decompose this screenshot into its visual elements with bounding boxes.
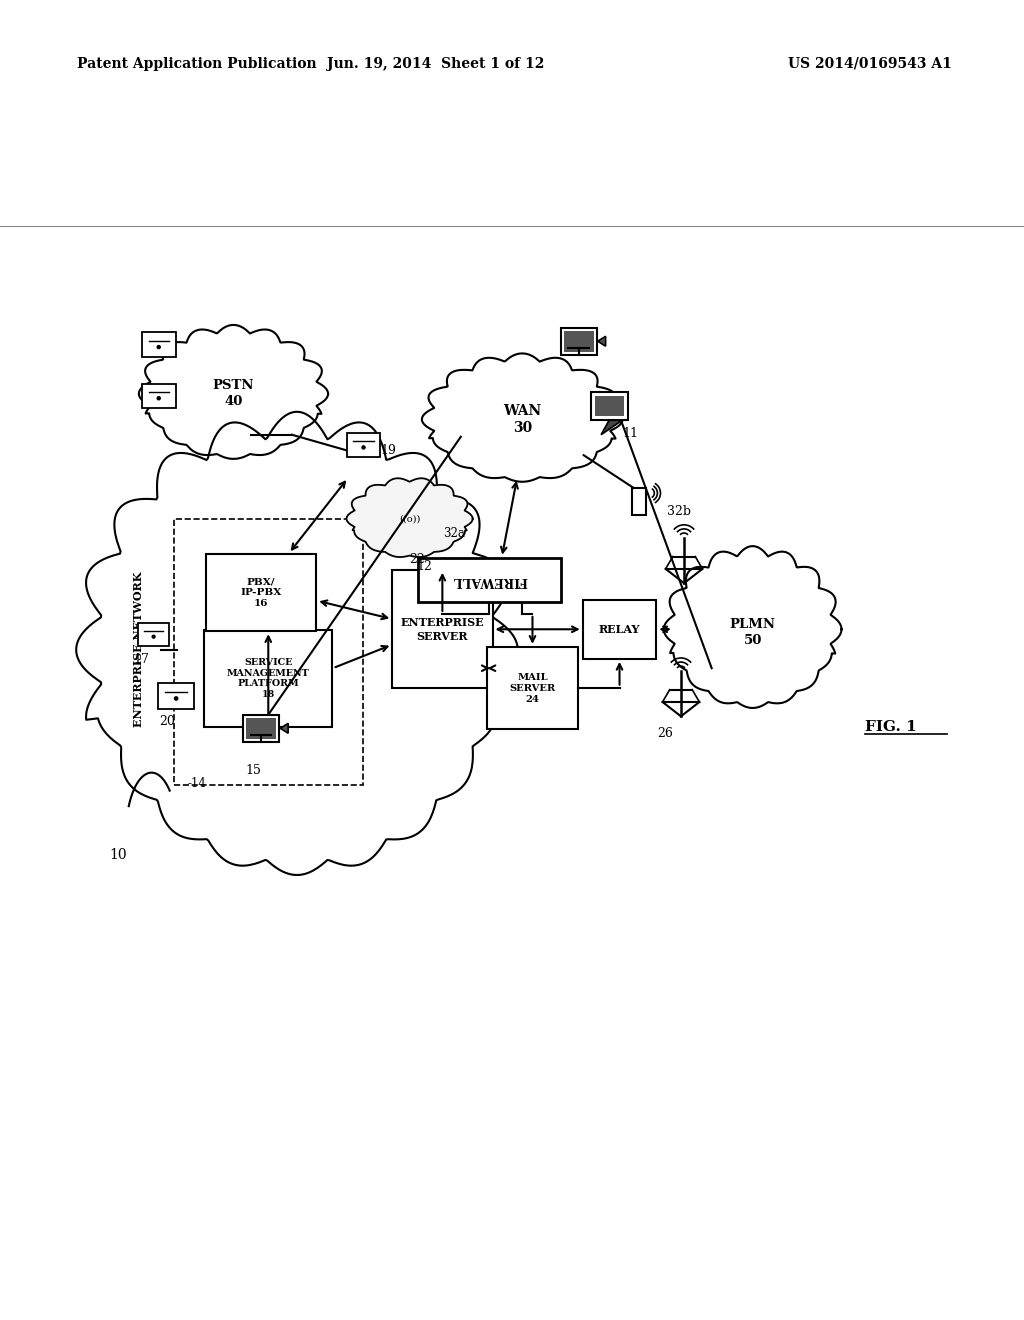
Bar	[246, 718, 276, 739]
Polygon shape	[598, 337, 605, 346]
FancyBboxPatch shape	[243, 715, 280, 742]
FancyBboxPatch shape	[591, 392, 628, 420]
Polygon shape	[281, 723, 288, 733]
Text: 19: 19	[381, 444, 397, 457]
Polygon shape	[422, 354, 623, 482]
Text: 15: 15	[246, 764, 262, 777]
FancyBboxPatch shape	[346, 433, 380, 457]
FancyBboxPatch shape	[205, 630, 332, 727]
Polygon shape	[139, 325, 328, 459]
Text: SERVICE
MANAGEMENT
PLATFORM
18: SERVICE MANAGEMENT PLATFORM 18	[227, 657, 309, 700]
Polygon shape	[76, 412, 518, 875]
FancyBboxPatch shape	[487, 647, 578, 729]
Text: ((o)): ((o))	[399, 515, 420, 523]
Circle shape	[174, 697, 178, 700]
Text: WAN
30: WAN 30	[503, 404, 542, 436]
FancyBboxPatch shape	[392, 570, 493, 688]
FancyBboxPatch shape	[141, 384, 176, 408]
Text: PSTN
40: PSTN 40	[213, 379, 254, 408]
FancyBboxPatch shape	[632, 488, 646, 515]
Text: FIG. 1: FIG. 1	[865, 719, 918, 734]
FancyBboxPatch shape	[141, 333, 176, 356]
FancyBboxPatch shape	[158, 682, 195, 709]
Text: PBX/
IP-PBX
16: PBX/ IP-PBX 16	[241, 577, 282, 607]
Polygon shape	[346, 478, 473, 557]
Text: 26: 26	[656, 726, 673, 739]
Text: ENTERPRISE
SERVER: ENTERPRISE SERVER	[400, 616, 484, 642]
FancyBboxPatch shape	[560, 327, 597, 355]
Circle shape	[158, 346, 160, 348]
Text: 10: 10	[110, 847, 127, 862]
Text: 32b: 32b	[667, 506, 690, 517]
Polygon shape	[599, 403, 624, 434]
Text: PLMN
50: PLMN 50	[730, 618, 775, 647]
Text: MAIL
SERVER
24: MAIL SERVER 24	[509, 673, 556, 704]
Text: 12: 12	[417, 560, 433, 573]
Text: -14: -14	[187, 777, 206, 791]
Text: Jun. 19, 2014  Sheet 1 of 12: Jun. 19, 2014 Sheet 1 of 12	[327, 57, 544, 71]
FancyBboxPatch shape	[206, 554, 316, 631]
Text: RELAY: RELAY	[599, 624, 640, 635]
Text: 17: 17	[133, 653, 150, 665]
Text: Patent Application Publication: Patent Application Publication	[77, 57, 316, 71]
Bar	[595, 396, 624, 416]
Circle shape	[362, 446, 366, 449]
Text: ENTERPRISE NETWORK: ENTERPRISE NETWORK	[133, 572, 143, 727]
Text: US 2014/0169543 A1: US 2014/0169543 A1	[788, 57, 952, 71]
FancyBboxPatch shape	[418, 558, 561, 602]
Bar	[563, 331, 594, 351]
Polygon shape	[664, 546, 842, 708]
Text: 20: 20	[159, 715, 175, 729]
Text: 22: 22	[410, 553, 425, 566]
FancyBboxPatch shape	[583, 599, 656, 659]
Text: 32a: 32a	[443, 527, 465, 540]
Circle shape	[153, 635, 155, 638]
FancyBboxPatch shape	[174, 519, 364, 785]
Circle shape	[158, 397, 160, 400]
FancyBboxPatch shape	[138, 623, 169, 645]
Text: 11: 11	[623, 426, 639, 440]
Text: FIREWALL: FIREWALL	[452, 574, 527, 586]
